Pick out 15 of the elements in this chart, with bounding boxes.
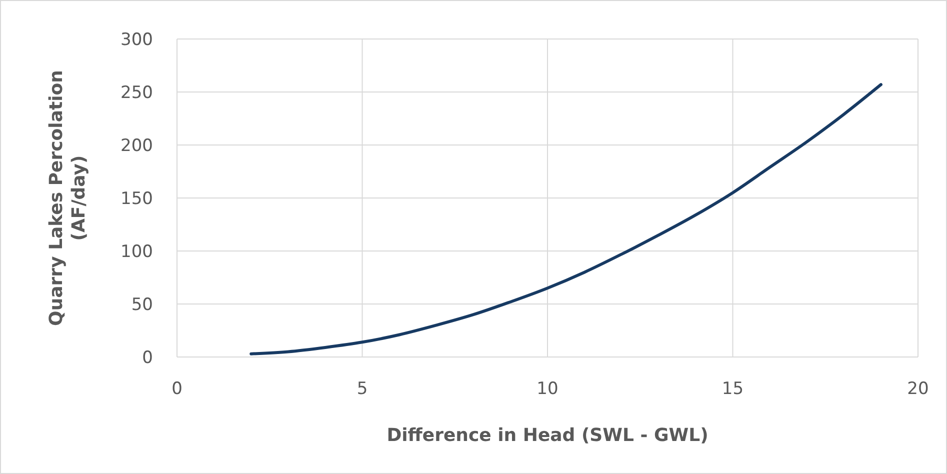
y-tick-label: 100 [120, 242, 153, 262]
line-series [250, 83, 882, 356]
x-tick-label: 15 [722, 379, 744, 399]
x-tick-label: 5 [356, 379, 368, 399]
y-tick-label: 150 [120, 188, 153, 209]
y-tick-label: 0 [142, 348, 153, 368]
x-tick-label: 20 [907, 379, 929, 399]
x-tick-label: 0 [172, 379, 182, 399]
y-axis-title: Quarry Lakes Percolation (AF/day) [46, 70, 90, 326]
y-tick-label: 200 [120, 136, 153, 156]
y-tick-label: 50 [131, 294, 153, 315]
x-axis-title: Difference in Head (SWL - GWL) [386, 425, 708, 446]
x-tick-label: 10 [536, 379, 558, 399]
y-tick-label: 250 [120, 82, 153, 103]
y-tick-label: 300 [120, 30, 153, 50]
